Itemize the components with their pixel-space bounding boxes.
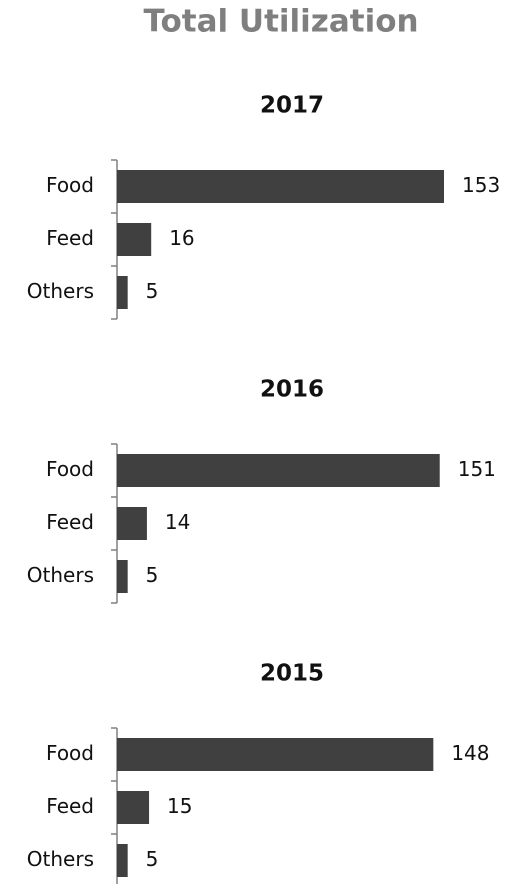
bar	[117, 560, 128, 593]
value-label: 14	[165, 510, 190, 534]
chart-title: 2015	[260, 661, 324, 687]
category-label: Food	[46, 173, 94, 197]
value-label: 148	[451, 741, 489, 765]
value-label: 153	[462, 173, 500, 197]
category-label: Feed	[46, 226, 94, 250]
value-label: 151	[458, 457, 496, 481]
bar	[117, 507, 147, 540]
value-label: 5	[146, 279, 159, 303]
bar	[117, 844, 128, 877]
chart-title: 2017	[260, 93, 324, 119]
value-label: 15	[167, 794, 192, 818]
bar	[117, 791, 150, 824]
value-label: 16	[169, 226, 194, 250]
chart-title: 2016	[260, 377, 324, 403]
value-label: 5	[146, 563, 159, 587]
bar	[117, 170, 444, 203]
bar	[117, 454, 440, 487]
bar	[117, 738, 434, 771]
category-label: Others	[27, 563, 94, 587]
category-label: Food	[46, 741, 94, 765]
value-label: 5	[146, 847, 159, 871]
category-label: Others	[27, 847, 94, 871]
page-title: Total Utilization	[143, 4, 418, 40]
category-label: Food	[46, 457, 94, 481]
category-label: Feed	[46, 794, 94, 818]
bar	[117, 223, 152, 256]
bar	[117, 276, 128, 309]
category-label: Others	[27, 279, 94, 303]
category-label: Feed	[46, 510, 94, 534]
